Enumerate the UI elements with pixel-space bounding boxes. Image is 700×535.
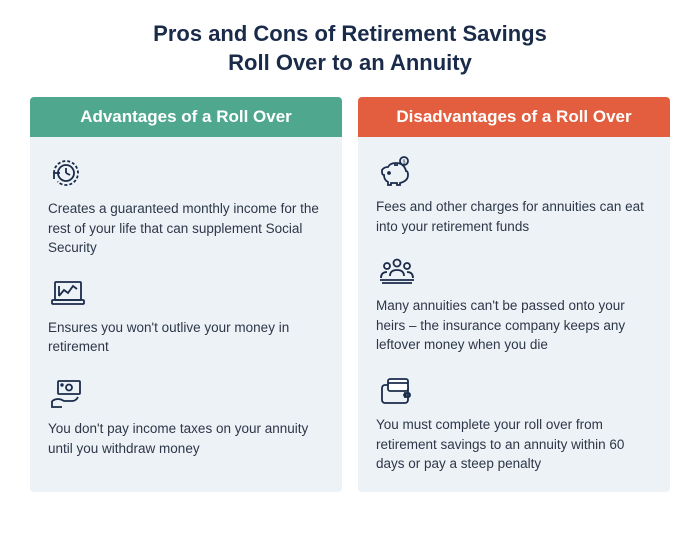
disadvantage-item: Many annuities can't be passed onto your… [376,256,652,355]
advantage-text: You don't pay income taxes on your annui… [48,419,324,458]
svg-text:$: $ [403,160,406,166]
hand-money-icon [48,377,324,411]
disadvantages-column: Disadvantages of a Roll Over $ Fees and … [358,97,670,492]
advantage-item: Creates a guaranteed monthly income for … [48,155,324,258]
advantages-column: Advantages of a Roll Over Creates a guar… [30,97,342,492]
disadvantage-item: You must complete your roll over from re… [376,375,652,474]
laptop-chart-icon [48,278,324,310]
page-title: Pros and Cons of Retirement Savings Roll… [30,20,670,77]
disadvantages-header: Disadvantages of a Roll Over [358,97,670,137]
disadvantage-item: $ Fees and other charges for annuities c… [376,155,652,236]
advantage-item: Ensures you won't outlive your money in … [48,278,324,357]
columns-container: Advantages of a Roll Over Creates a guar… [30,97,670,492]
disadvantage-text: Many annuities can't be passed onto your… [376,296,652,355]
title-line-1: Pros and Cons of Retirement Savings [153,21,547,46]
disadvantage-text: You must complete your roll over from re… [376,415,652,474]
advantages-header: Advantages of a Roll Over [30,97,342,137]
advantage-text: Ensures you won't outlive your money in … [48,318,324,357]
clock-arrow-icon [48,155,324,191]
advantages-body: Creates a guaranteed monthly income for … [30,137,342,476]
disadvantage-text: Fees and other charges for annuities can… [376,197,652,236]
advantage-item: You don't pay income taxes on your annui… [48,377,324,458]
advantage-text: Creates a guaranteed monthly income for … [48,199,324,258]
disadvantages-body: $ Fees and other charges for annuities c… [358,137,670,492]
wallet-card-icon [376,375,652,407]
people-group-icon [376,256,652,288]
piggy-bank-icon: $ [376,155,652,189]
title-line-2: Roll Over to an Annuity [228,50,472,75]
